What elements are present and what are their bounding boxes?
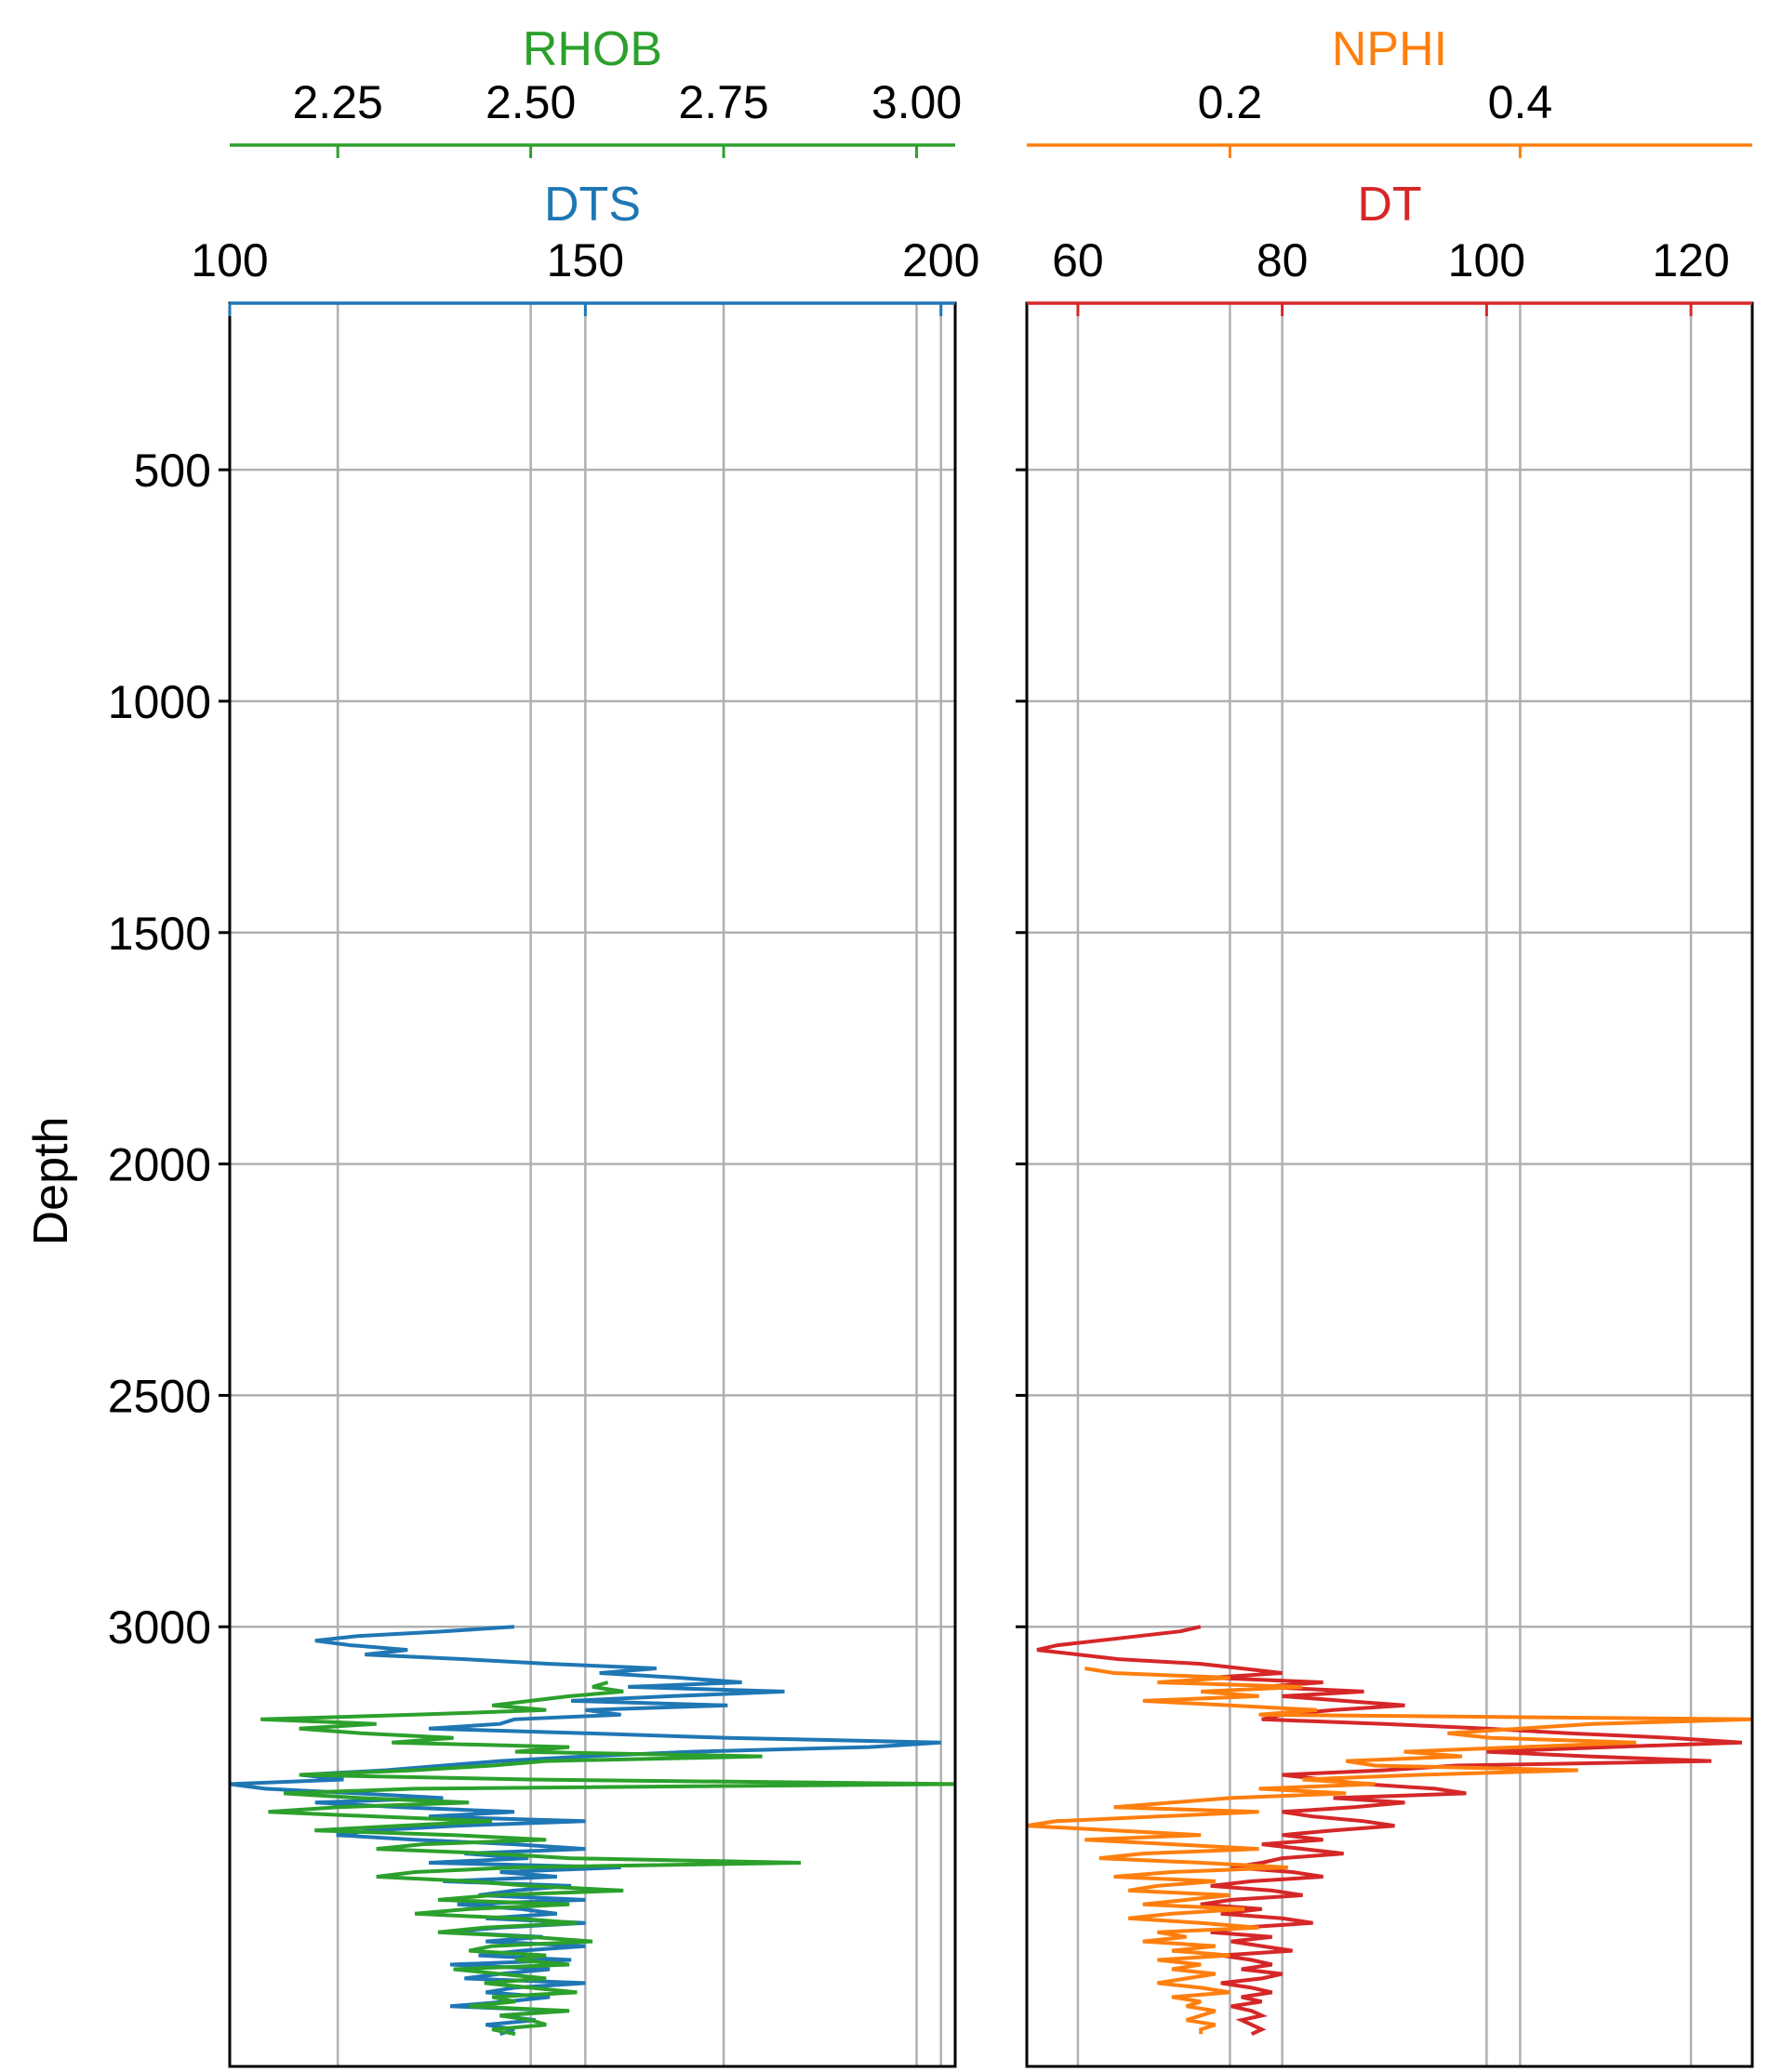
series-line-nphi (1027, 1667, 1752, 2035)
axis-title-nphi: NPHI (1332, 22, 1447, 76)
depth-tick-label: 2000 (108, 1139, 211, 1191)
depth-axis-label: Depth (24, 1117, 78, 1246)
axis-title-dts: DTS (544, 178, 641, 232)
depth-tick-label: 1500 (108, 908, 211, 960)
track-dt-nphi: 60 80 100 120 DT 0.2 0.4 NPHI (1016, 22, 1754, 2068)
top-axis-tick-label: 0.4 (1488, 76, 1553, 128)
axis-title-dt: DT (1357, 178, 1421, 232)
top-axis-tick-label: 2.75 (678, 76, 768, 128)
top-axis-tick-label: 150 (547, 234, 624, 286)
top-axis-tick-label: 120 (1652, 234, 1729, 286)
top-axis-tick-label: 0.2 (1198, 76, 1263, 128)
top-axis-tick-label: 100 (191, 234, 268, 286)
series-line-dts (230, 1625, 941, 2037)
track-dts-rhob: 500 1000 1500 2000 2500 3000 100 150 200 DTS 2.25 2… (108, 22, 979, 2068)
depth-tick-label: 2500 (108, 1370, 211, 1422)
top-axis-tick-label: 100 (1448, 234, 1525, 286)
top-axis-tick-label: 2.50 (485, 76, 576, 128)
series-line-dt (1036, 1625, 1743, 2037)
depth-tick-label: 1000 (108, 676, 211, 728)
top-axis-tick-label: 200 (902, 234, 979, 286)
top-axis-tick-label: 2.25 (293, 76, 383, 128)
series-line-rhob (260, 1680, 955, 2037)
top-axis-tick-label: 3.00 (871, 76, 962, 128)
axis-title-rhob: RHOB (523, 22, 662, 76)
top-axis-tick-label: 80 (1257, 234, 1309, 286)
depth-tick-label: 3000 (108, 1601, 211, 1654)
depth-tick-label: 500 (134, 445, 211, 497)
top-axis-tick-label: 60 (1052, 234, 1104, 286)
